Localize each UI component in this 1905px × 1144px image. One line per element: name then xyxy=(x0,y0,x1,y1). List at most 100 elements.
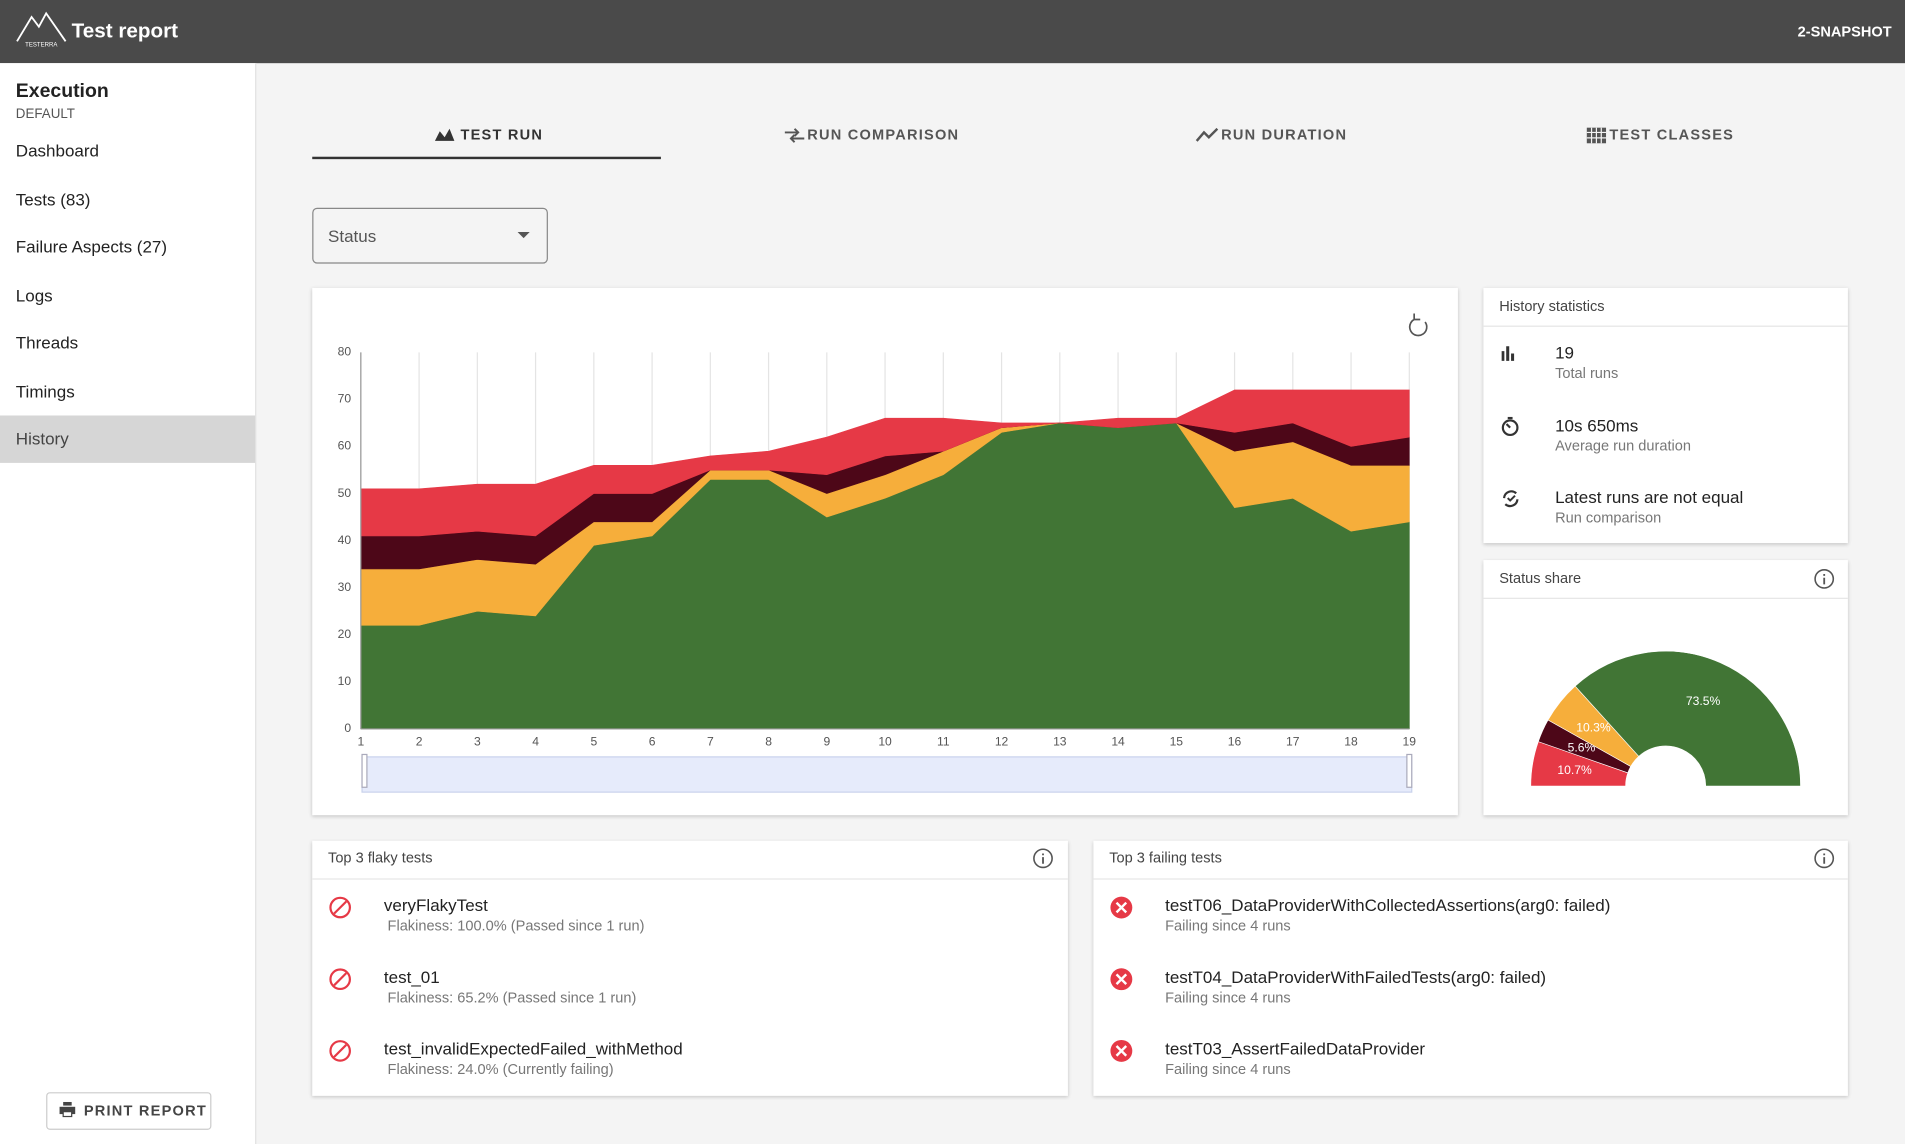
x-tick-label: 7 xyxy=(707,735,714,749)
divider xyxy=(1093,878,1848,880)
stat-value: Latest runs are not equal xyxy=(1555,487,1744,507)
slice-label: 10.7% xyxy=(1557,763,1592,777)
x-tick-label: 5 xyxy=(590,735,597,749)
x-tick-label: 12 xyxy=(995,735,1009,749)
test-name[interactable]: testT04_DataProviderWithFailedTests(arg0… xyxy=(1165,967,1547,987)
test-name[interactable]: testT03_AssertFailedDataProvider xyxy=(1165,1038,1426,1059)
dropdown-arrow xyxy=(517,232,530,239)
x-tick-label: 18 xyxy=(1344,735,1358,749)
test-name[interactable]: veryFlakyTest xyxy=(383,895,488,915)
nav-item[interactable]: Dashboard xyxy=(15,140,100,161)
slice-label: 73.5% xyxy=(1686,694,1721,708)
active-item-bg xyxy=(0,415,256,463)
nav-item[interactable]: Timings xyxy=(15,381,75,401)
test-detail: Flakiness: 65.2% (Passed since 1 run) xyxy=(387,988,637,1006)
stat-icon xyxy=(1501,416,1519,437)
info-icon[interactable] xyxy=(1814,848,1835,869)
stat-value: 19 xyxy=(1555,342,1575,363)
status-select[interactable] xyxy=(312,207,548,264)
tab-icon xyxy=(1586,127,1607,144)
flaky-icons xyxy=(329,896,351,1062)
tab[interactable]: TEST RUN xyxy=(460,126,544,144)
test-detail: Flakiness: 24.0% (Currently failing) xyxy=(387,1060,614,1078)
history-chart: 1 2 3 4 5 6 7 8 9 10 11 12 13 14 15 16 17 18 1901020304050… xyxy=(338,313,1428,793)
card-title: Status share xyxy=(1499,569,1582,587)
card-title: Top 3 failing tests xyxy=(1109,849,1222,867)
tab-icon xyxy=(434,128,455,141)
nav-item[interactable]: Logs xyxy=(15,285,53,305)
card-title: Top 3 flaky tests xyxy=(328,849,433,867)
failing-card xyxy=(1093,840,1848,1096)
x-tick-label: 16 xyxy=(1228,735,1242,749)
test-detail: Failing since 4 runs xyxy=(1165,988,1291,1006)
slice-label: 5.6% xyxy=(1568,740,1596,754)
x-tick-label: 1 xyxy=(357,735,364,749)
stat-label: Run comparison xyxy=(1555,509,1662,527)
tab[interactable]: RUN COMPARISON xyxy=(807,126,960,144)
divider xyxy=(1483,597,1848,599)
zoom-handle[interactable] xyxy=(1406,753,1413,788)
tab[interactable]: TEST CLASSES xyxy=(1609,126,1735,144)
logo-text: TESTERRA xyxy=(25,43,58,49)
tab-icon xyxy=(1195,127,1219,142)
info-icon[interactable] xyxy=(1814,569,1835,590)
header xyxy=(0,0,1905,64)
stat-icon xyxy=(1502,490,1519,508)
y-tick-label: 50 xyxy=(338,486,352,500)
stat-value: 10s 650ms xyxy=(1555,415,1639,435)
restore-icon[interactable] xyxy=(1408,313,1428,337)
x-tick-label: 3 xyxy=(474,735,481,749)
y-tick-label: 20 xyxy=(338,627,352,641)
test-detail: Failing since 4 runs xyxy=(1165,1060,1291,1078)
x-tick-label: 15 xyxy=(1170,735,1184,749)
tab-icon xyxy=(784,128,805,143)
select-label: Status xyxy=(328,225,377,246)
zoom-slider[interactable] xyxy=(361,756,1413,793)
nav-item[interactable]: Tests (83) xyxy=(15,189,91,209)
sidebar xyxy=(0,63,257,1144)
stat-icon xyxy=(1501,346,1515,361)
x-tick-label: 17 xyxy=(1286,735,1300,749)
x-tick-label: 9 xyxy=(823,735,830,749)
x-tick-label: 6 xyxy=(649,735,656,749)
y-tick-label: 40 xyxy=(338,533,352,547)
sidebar-title: Execution xyxy=(15,81,109,103)
x-tick-label: 14 xyxy=(1111,735,1125,749)
version: 2-SNAPSHOT xyxy=(1797,23,1892,41)
failing-icons xyxy=(1110,896,1133,1062)
print-icon xyxy=(59,1101,76,1118)
print-label: PRINT REPORT xyxy=(83,1101,207,1119)
slice-label: 10.3% xyxy=(1576,721,1611,735)
stat-label: Total runs xyxy=(1555,364,1619,382)
divider xyxy=(1483,325,1848,327)
divider xyxy=(312,878,1068,880)
y-tick-label: 70 xyxy=(338,392,352,406)
y-tick-label: 0 xyxy=(344,721,351,735)
stat-label: Average run duration xyxy=(1555,437,1691,455)
stats-card xyxy=(1483,287,1848,544)
test-name[interactable]: test_invalidExpectedFailed_withMethod xyxy=(383,1038,683,1059)
y-tick-label: 80 xyxy=(338,345,352,359)
tab[interactable]: RUN DURATION xyxy=(1221,126,1348,144)
sidebar-subtitle: DEFAULT xyxy=(15,106,75,122)
test-name[interactable]: testT06_DataProviderWithCollectedAsserti… xyxy=(1165,895,1611,915)
x-tick-label: 10 xyxy=(878,735,892,749)
y-tick-label: 10 xyxy=(338,674,352,688)
nav-item[interactable]: Failure Aspects (27) xyxy=(15,236,168,257)
flaky-card xyxy=(312,840,1068,1096)
nav-item[interactable]: History xyxy=(15,428,69,449)
y-tick-label: 30 xyxy=(338,580,352,594)
info-icon[interactable] xyxy=(1033,848,1054,869)
pie-slice xyxy=(1574,650,1801,787)
card-title: History statistics xyxy=(1499,297,1605,315)
app-title: Test report xyxy=(71,19,179,43)
zoom-handle[interactable] xyxy=(361,753,368,788)
x-tick-label: 4 xyxy=(532,735,539,749)
x-tick-label: 2 xyxy=(416,735,423,749)
tab-indicator xyxy=(312,156,661,160)
nav-item[interactable]: Threads xyxy=(15,332,79,353)
test-name[interactable]: test_01 xyxy=(383,967,440,987)
